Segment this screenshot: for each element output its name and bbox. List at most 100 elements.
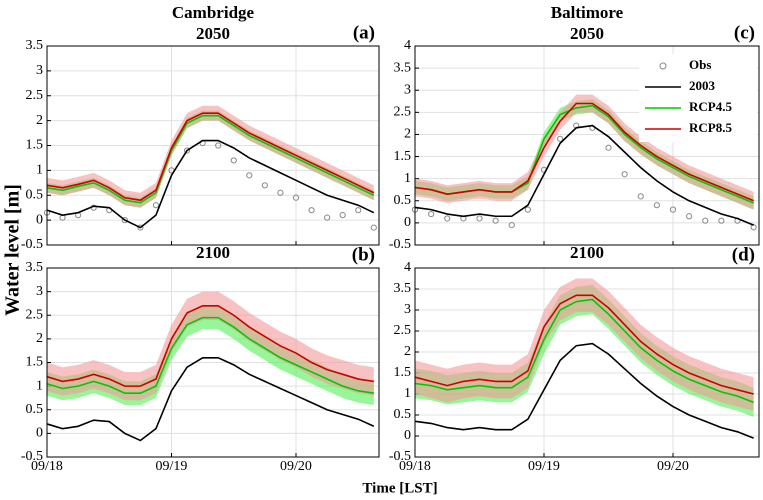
uncertainty-band <box>47 105 374 208</box>
y-tick-label: 4 <box>404 260 411 275</box>
plot-frame <box>46 45 380 246</box>
y-tick-label: 1 <box>36 163 43 178</box>
plot-frame <box>414 45 760 246</box>
obs-point <box>324 214 331 221</box>
y-tick-label: 1.5 <box>26 138 44 153</box>
legend-label: Obs <box>689 57 711 72</box>
obs-point <box>370 224 377 231</box>
y-tick-label: 2 <box>404 344 411 359</box>
panel-label: (a) <box>353 22 375 43</box>
uncertainty-band <box>47 291 374 401</box>
y-tick-label: 0.5 <box>394 407 412 422</box>
legend-box <box>639 54 757 142</box>
uncertainty-band <box>47 305 374 406</box>
obs-point <box>605 144 612 151</box>
y-tick-label: 3 <box>36 284 43 299</box>
series-line <box>46 114 375 204</box>
y-tick-label: 0 <box>404 428 411 443</box>
y-tick-label: 0 <box>36 212 43 227</box>
y-tick-label: 1 <box>36 378 43 393</box>
y-tick-label: 3 <box>36 63 43 78</box>
obs-point <box>261 182 268 189</box>
legend-label: RCP8.5 <box>689 120 732 135</box>
series-line <box>414 124 754 226</box>
series-line <box>414 102 754 202</box>
series-line <box>46 356 375 442</box>
legend-label: RCP4.5 <box>689 99 732 114</box>
obs-point <box>292 194 300 201</box>
series-line <box>46 316 374 395</box>
chart-title: Cambridge <box>172 3 255 22</box>
y-tick-label: 3.5 <box>394 60 412 75</box>
panel-label: (d) <box>732 244 755 265</box>
series-line <box>414 342 754 439</box>
y-tick-label: 2.5 <box>394 105 412 120</box>
x-tick-label: 09/18 <box>31 459 63 474</box>
chart-title: 2100 <box>570 243 604 262</box>
obs-point <box>557 135 564 142</box>
obs-point <box>428 210 435 218</box>
y-tick-label: 3 <box>404 302 411 317</box>
y-tick-label: 2 <box>36 331 43 346</box>
chart-subtitle: 2050 <box>196 24 230 43</box>
obs-point <box>277 189 284 196</box>
y-tick-label: 2 <box>36 113 43 128</box>
obs-point <box>508 222 515 229</box>
obs-point <box>444 215 451 222</box>
series-line <box>414 294 754 395</box>
series-line <box>46 112 375 202</box>
obs-point <box>355 207 362 214</box>
series-line <box>46 139 375 229</box>
obs-point <box>308 207 315 214</box>
y-tick-label: -0.5 <box>21 449 43 464</box>
obs-point <box>637 193 644 200</box>
x-axis-label: Time [LST] <box>362 480 437 496</box>
y-tick-label: 1 <box>404 171 411 186</box>
obs-point <box>669 206 677 213</box>
y-tick-label: 1.5 <box>394 365 412 380</box>
x-tick-label: 09/19 <box>156 459 188 474</box>
uncertainty-band <box>415 278 754 411</box>
legend-label: 2003 <box>689 78 716 93</box>
chart-title: Baltimore <box>551 3 624 22</box>
obs-point <box>653 202 660 209</box>
y-tick-label: 2.5 <box>26 307 44 322</box>
x-tick-label: 09/19 <box>528 459 560 474</box>
chart-subtitle: 2050 <box>570 24 604 43</box>
y-tick-label: 1 <box>404 386 411 401</box>
obs-point <box>686 213 693 220</box>
obs-point <box>246 172 253 179</box>
y-tick-label: 4 <box>404 38 411 53</box>
uncertainty-band <box>415 94 754 210</box>
y-axis-label: Water level [m] <box>2 184 24 316</box>
obs-point <box>121 217 128 224</box>
obs-point <box>215 142 222 149</box>
obs-point <box>476 215 483 222</box>
y-tick-label: 0.5 <box>26 402 44 417</box>
y-tick-label: 0.5 <box>394 193 412 208</box>
y-tick-label: 2.5 <box>394 323 412 338</box>
obs-point <box>339 212 346 219</box>
y-tick-label: -0.5 <box>389 237 411 252</box>
series-line <box>414 298 754 404</box>
obs-point <box>718 217 725 224</box>
legend-marker <box>659 62 667 70</box>
plot-frame <box>414 267 760 458</box>
obs-point <box>230 157 237 164</box>
obs-point <box>137 224 144 231</box>
y-tick-label: 3.5 <box>26 38 44 53</box>
plot-frame <box>46 267 380 458</box>
y-tick-label: 0 <box>36 426 43 441</box>
x-tick-label: 09/20 <box>657 459 689 474</box>
y-tick-label: 3.5 <box>394 281 412 296</box>
obs-point <box>524 206 531 213</box>
x-tick-label: 09/20 <box>280 459 312 474</box>
y-tick-label: 0 <box>404 215 411 230</box>
y-tick-label: 1.5 <box>394 149 412 164</box>
y-tick-label: 2 <box>404 127 411 142</box>
obs-point <box>702 217 709 224</box>
series-line <box>46 305 374 387</box>
y-tick-label: -0.5 <box>389 449 411 464</box>
panel-label: (b) <box>352 244 375 265</box>
